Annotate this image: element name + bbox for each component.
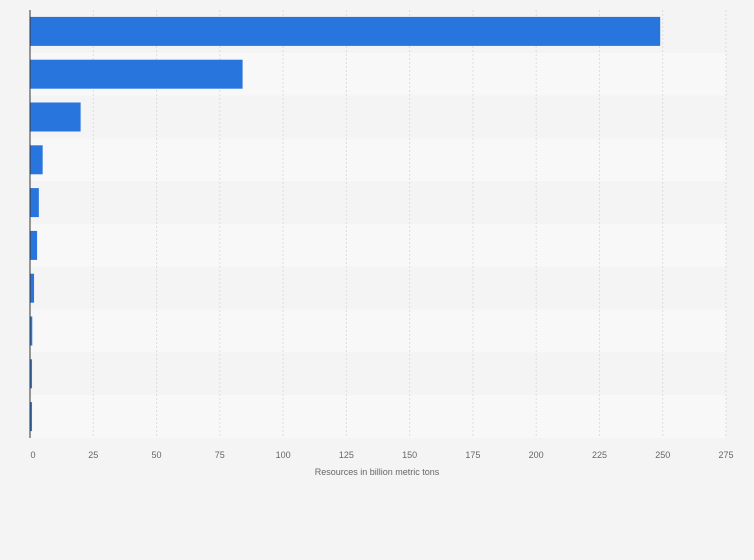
row-band — [30, 95, 726, 139]
bar — [30, 16, 661, 46]
bar — [30, 59, 243, 89]
x-tick-label: 100 — [276, 450, 291, 460]
bar — [30, 273, 35, 303]
bar — [30, 402, 33, 432]
x-tick-label: 125 — [339, 450, 354, 460]
x-tick-label: 225 — [592, 450, 607, 460]
row-band — [30, 395, 726, 438]
row-band — [30, 138, 726, 182]
row-band — [30, 181, 726, 224]
x-axis-title: Resources in billion metric tons — [315, 467, 440, 477]
bar — [30, 102, 81, 132]
x-tick-label: 75 — [215, 450, 225, 460]
row-band — [30, 309, 726, 353]
x-tick-label: 25 — [88, 450, 98, 460]
x-tick-label: 150 — [402, 450, 417, 460]
bar — [30, 359, 33, 389]
row-band — [30, 266, 726, 310]
x-tick-label: 175 — [465, 450, 480, 460]
row-band — [30, 224, 726, 267]
x-tick-label: 50 — [152, 450, 162, 460]
row-band — [30, 352, 726, 396]
bar — [30, 145, 43, 175]
row-bands — [30, 10, 726, 438]
x-tick-label: 250 — [655, 450, 670, 460]
bar — [30, 230, 38, 260]
gridlines — [92, 10, 727, 438]
bar — [30, 188, 39, 218]
bars — [30, 16, 661, 432]
x-axis-ticks: 0 25 50 75 100 125 150 175 200 225 250 275 — [30, 450, 733, 460]
x-tick-label: 275 — [718, 450, 733, 460]
x-tick-label: 0 — [30, 450, 35, 460]
bar — [30, 316, 33, 346]
x-tick-label: 200 — [529, 450, 544, 460]
